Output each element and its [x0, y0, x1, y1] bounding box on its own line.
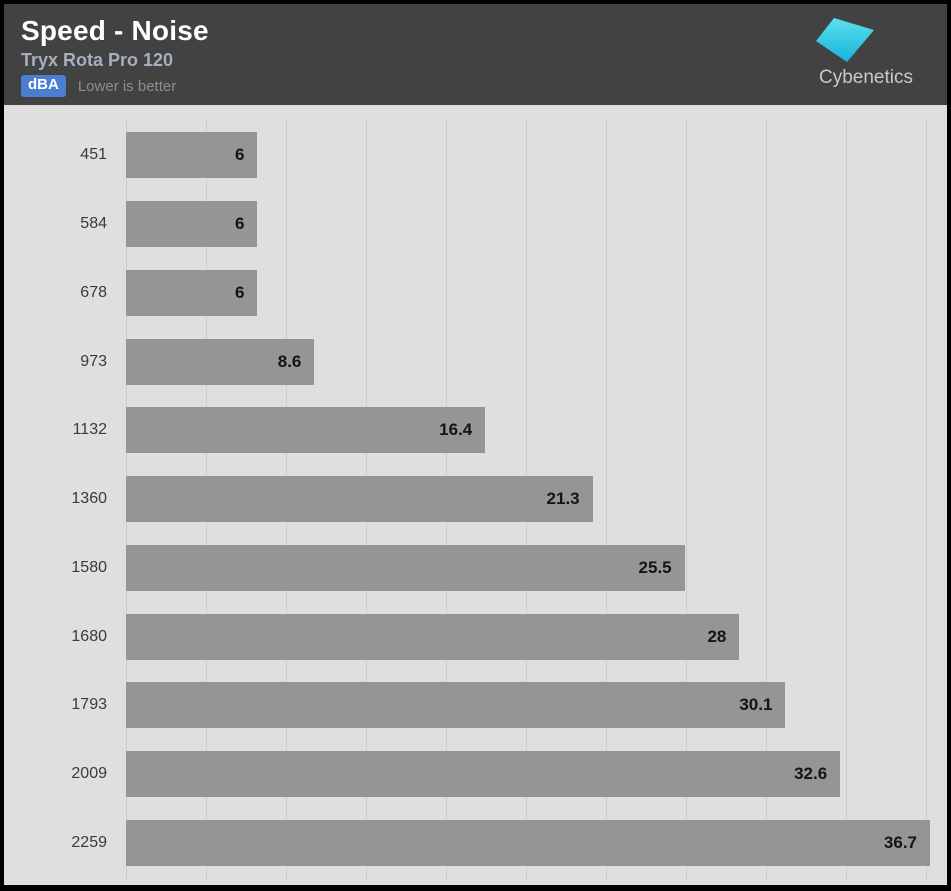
bar-value-label: 32.6: [794, 763, 828, 783]
category-label: 1360: [71, 490, 107, 508]
bar: 28: [126, 613, 740, 660]
category-label: 584: [80, 215, 107, 233]
bar-track: 36.7: [126, 819, 930, 866]
unit-badge: dBA: [21, 75, 66, 97]
bar-value-label: 6: [234, 214, 245, 234]
bar-track: 25.5: [126, 544, 930, 591]
logo-diamond-icon: [816, 18, 874, 62]
gridline: [846, 120, 847, 880]
gridline: [926, 120, 927, 880]
bar-value-label: 36.7: [883, 832, 917, 852]
category-label: 1680: [71, 627, 107, 645]
category-label: 451: [80, 146, 107, 164]
bar-track: 6: [126, 132, 930, 179]
bar-track: 6: [126, 269, 930, 316]
cybenetics-logo: Cybenetics: [816, 18, 913, 88]
bar: 36.7: [126, 819, 930, 866]
chart-row: 973 8.6: [4, 327, 947, 396]
gridline: [606, 120, 607, 880]
bar-track: 21.3: [126, 476, 930, 523]
chart-row: 2259 36.7: [4, 808, 947, 877]
page-title: Speed - Noise: [21, 15, 209, 46]
chart-row: 1680 28: [4, 602, 947, 671]
bar-value-label: 16.4: [439, 420, 473, 440]
lower-is-better-note: Lower is better: [77, 77, 177, 95]
chart-row: 1793 30.1: [4, 671, 947, 740]
gridline: [766, 120, 767, 880]
bar-value-label: 6: [234, 282, 245, 302]
category-label: 1793: [71, 696, 107, 714]
bar-track: 32.6: [126, 750, 930, 797]
bar: 6: [126, 201, 258, 248]
chart-plot-area: 451 6 584 6 678 6 973 8.6 1132: [4, 105, 947, 885]
logo-text: Cybenetics: [819, 67, 913, 88]
bar-track: 28: [126, 613, 930, 660]
chart-subtitle: Tryx Rota Pro 120: [21, 50, 174, 70]
chart-row: 451 6: [4, 121, 947, 190]
bar-value-label: 6: [234, 145, 245, 165]
bar: 8.6: [126, 338, 315, 385]
chart-row: 678 6: [4, 258, 947, 327]
bar-track: 30.1: [126, 682, 930, 729]
bar: 21.3: [126, 476, 593, 523]
bar-track: 16.4: [126, 407, 930, 454]
bar-value-label: 8.6: [277, 351, 302, 371]
bar: 6: [126, 269, 258, 316]
category-label: 2009: [71, 764, 107, 782]
category-label: 678: [80, 283, 107, 301]
gridline: [686, 120, 687, 880]
chart-header: Speed - Noise Tryx Rota Pro 120 dBA Lowe…: [4, 4, 947, 105]
chart-row: 584 6: [4, 190, 947, 259]
bar-value-label: 30.1: [739, 695, 773, 715]
bar-track: 6: [126, 201, 930, 248]
bar-value-label: 28: [707, 626, 727, 646]
chart-rows: 451 6 584 6 678 6 973 8.6 1132: [4, 121, 947, 877]
bar-value-label: 25.5: [638, 557, 672, 577]
bar: 6: [126, 132, 258, 179]
chart-row: 1360 21.3: [4, 465, 947, 534]
category-label: 2259: [71, 833, 107, 851]
chart-row: 2009 32.6: [4, 740, 947, 809]
bar: 16.4: [126, 407, 486, 454]
category-label: 973: [80, 352, 107, 370]
category-label: 1580: [71, 558, 107, 576]
category-label: 1132: [72, 421, 107, 439]
chart-frame: Speed - Noise Tryx Rota Pro 120 dBA Lowe…: [4, 4, 947, 885]
bar-value-label: 21.3: [546, 489, 580, 509]
bar: 30.1: [126, 682, 786, 729]
chart-row: 1580 25.5: [4, 533, 947, 602]
chart-row: 1132 16.4: [4, 396, 947, 465]
badge-row: dBA Lower is better: [21, 75, 176, 97]
bar-track: 8.6: [126, 338, 930, 385]
bar: 32.6: [126, 750, 841, 797]
bar: 25.5: [126, 544, 685, 591]
